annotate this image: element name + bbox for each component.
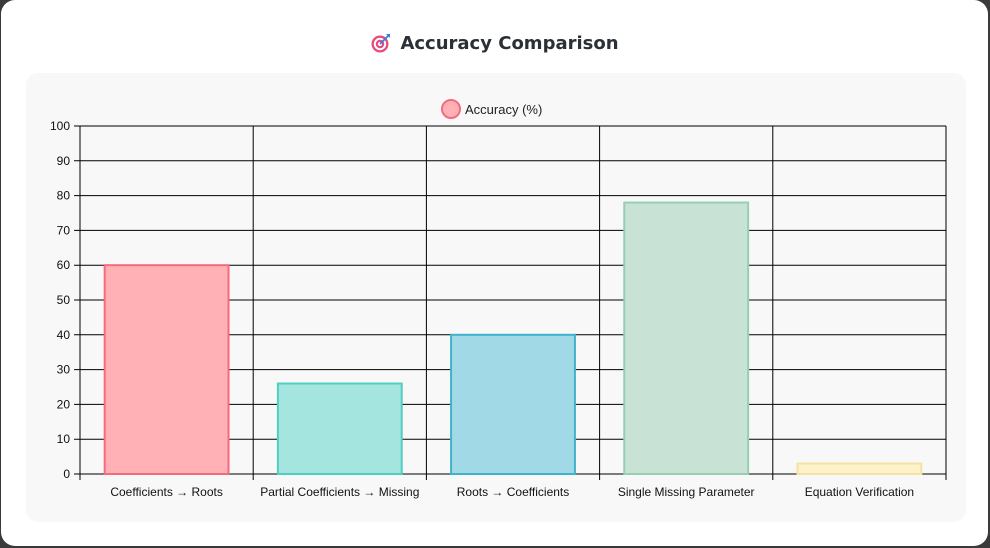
- x-tick-label: Partial Coefficients → Missing: [260, 485, 419, 499]
- bar-5: [796, 462, 923, 475]
- x-tick-label: Roots → Coefficients: [457, 485, 570, 499]
- y-tick-label: 80: [57, 189, 71, 203]
- y-tick-label: 90: [57, 154, 71, 168]
- legend-label: Accuracy (%): [465, 102, 542, 117]
- chart-panel: 0 10 20 30 40 50 60 70 80 90 100 Coefficients → Roo…: [26, 73, 966, 522]
- legend-swatch: [441, 99, 461, 119]
- target-icon: [370, 32, 392, 54]
- y-tick-label: 20: [57, 397, 71, 411]
- y-tick-label: 100: [50, 119, 70, 133]
- y-tick-label: 40: [57, 328, 71, 342]
- bar-3: [450, 333, 576, 475]
- y-tick-label: 70: [57, 223, 71, 237]
- bar-4: [623, 201, 750, 475]
- y-tick-label: 60: [57, 258, 71, 272]
- x-tick-label: Equation Verification: [805, 485, 914, 499]
- page-title: Accuracy Comparison: [400, 32, 619, 54]
- y-tick-label: 10: [57, 432, 71, 446]
- chart-title-row: Accuracy Comparison: [1, 30, 988, 56]
- bar-1: [103, 264, 230, 475]
- y-tick-label: 0: [63, 467, 70, 481]
- bar-2: [276, 382, 403, 475]
- y-tick-label: 30: [57, 363, 71, 377]
- x-tick-label: Single Missing Parameter: [618, 485, 755, 499]
- y-tick-label: 50: [57, 293, 71, 307]
- x-tick-label: Coefficients → Roots: [110, 485, 223, 499]
- bar-chart: 0 10 20 30 40 50 60 70 80 90 100 Coefficients → Roo…: [50, 99, 947, 499]
